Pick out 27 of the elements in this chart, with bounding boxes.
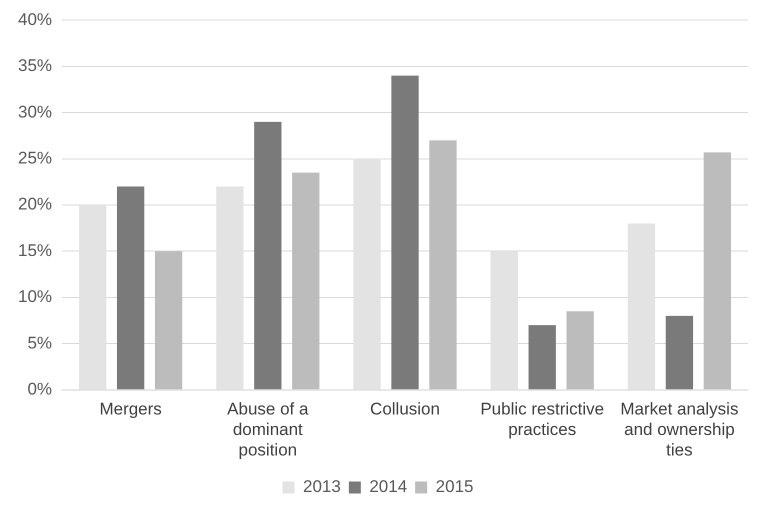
bar [704,152,732,390]
x-tick-label: Market analysis and ownership ties [620,400,738,460]
x-tick-label: Public restrictive practices [480,400,604,440]
y-tick-label: 25% [18,148,52,168]
x-tick-label: Mergers [99,400,162,419]
bar [254,122,282,390]
bar [154,251,182,390]
bar [566,311,594,390]
x-tick-label: Abuse of a dominant position [227,400,310,460]
y-tick-label: 20% [18,194,52,214]
y-tick-label: 40% [18,10,52,29]
legend-label: 2014 [369,477,408,496]
y-tick-label: 0% [27,379,52,398]
bar [429,140,457,390]
x-tick-label: Collusion [370,400,440,419]
bar [528,325,556,390]
bar [391,76,419,390]
bar [666,316,694,390]
y-tick-label: 15% [18,240,52,260]
bar [116,186,144,390]
y-tick-label: 35% [18,56,52,76]
bar [292,172,320,390]
y-tick-label: 30% [18,102,52,122]
legend-label: 2013 [303,477,341,496]
legend-label: 2015 [436,477,474,496]
y-tick-label: 5% [27,333,52,352]
y-tick-label: 10% [18,287,52,306]
